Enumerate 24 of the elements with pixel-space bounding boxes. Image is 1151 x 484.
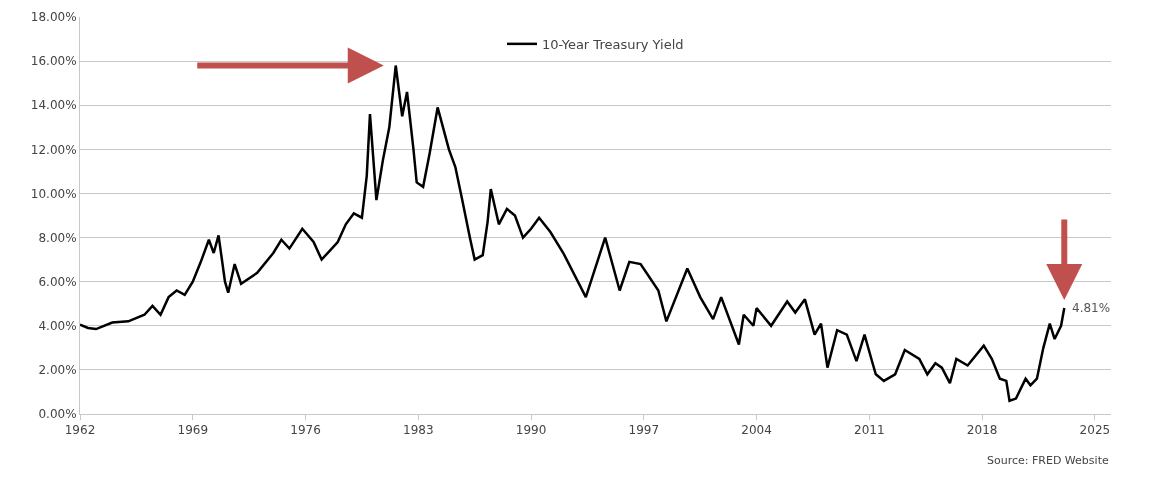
y-tick-label: 0.00%: [38, 407, 77, 422]
annotation: 4.81%: [1072, 301, 1111, 315]
source-note: Source: FRED Website: [987, 454, 1109, 467]
x-tick-label: 1969: [177, 423, 209, 438]
x-tick-label: 2018: [966, 423, 998, 438]
legend-label: 10-Year Treasury Yield: [542, 36, 684, 52]
y-tick-label: 16.00%: [30, 54, 77, 69]
x-tick-label: 2025: [1079, 423, 1111, 438]
y-tick-label: 8.00%: [38, 230, 77, 245]
y-tick-label: 14.00%: [30, 98, 77, 113]
y-tick-label: 12.00%: [30, 142, 77, 157]
y-tick-label: 18.00%: [30, 10, 77, 25]
y-tick-label: 2.00%: [38, 363, 77, 378]
x-tick-label: 1983: [403, 423, 434, 438]
y-tick-label: 4.00%: [38, 318, 77, 333]
x-tick-label: 1976: [290, 423, 321, 438]
line-series: [80, 64, 1066, 403]
x-tick-label: 2004: [741, 423, 772, 438]
x-tick-label: 2011: [854, 423, 885, 438]
y-tick-label: 6.00%: [38, 274, 77, 289]
x-tick-label: 1997: [628, 423, 660, 438]
x-tick-label: 1990: [515, 423, 547, 438]
y-tick-label: 10.00%: [30, 186, 77, 201]
x-tick-label: 1962: [64, 423, 96, 438]
